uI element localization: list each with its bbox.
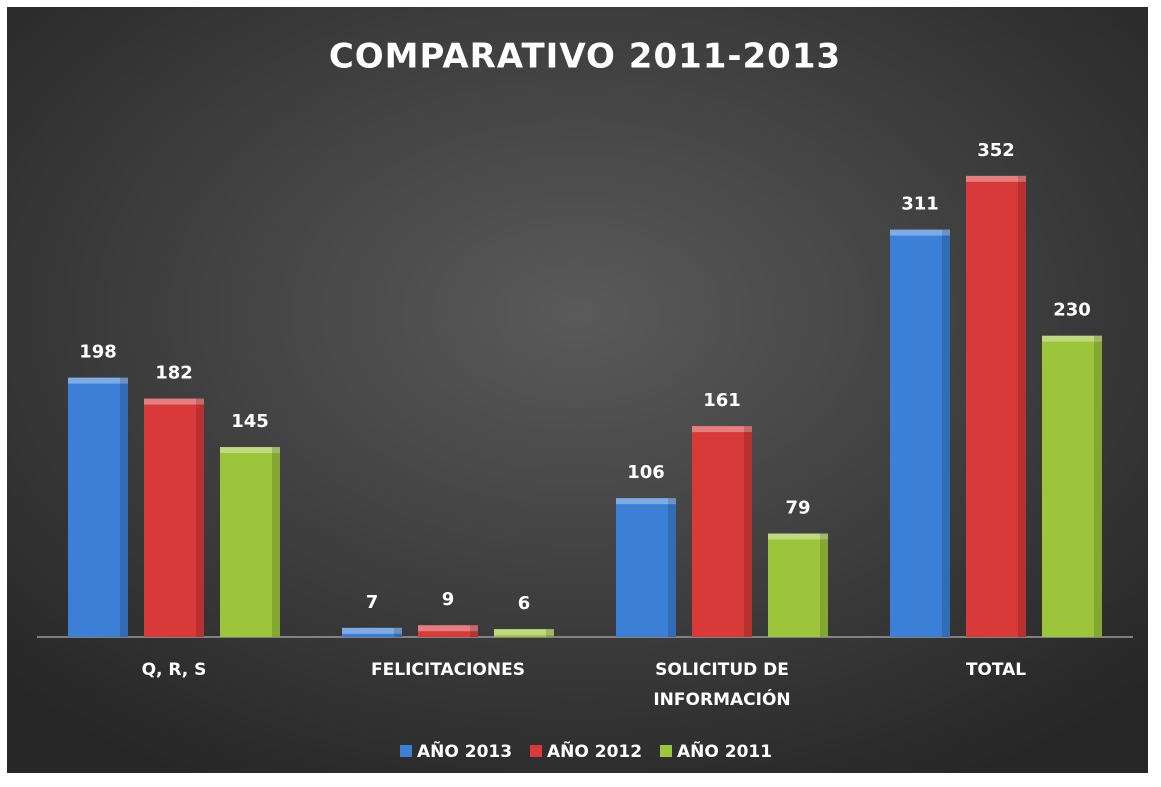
bar — [68, 377, 128, 637]
bar — [768, 533, 828, 637]
data-label: 311 — [901, 194, 939, 215]
bar — [220, 447, 280, 637]
data-label: 9 — [442, 589, 455, 610]
bar — [494, 629, 554, 637]
data-label: 182 — [155, 363, 193, 384]
legend-swatch — [530, 745, 542, 757]
bar-shade — [692, 426, 752, 433]
data-label: 198 — [79, 342, 117, 363]
x-tick-line: Q, R, S — [142, 660, 207, 680]
legend-swatch — [660, 745, 672, 757]
x-tick-label: SOLICITUD DE INFORMACIÓN — [653, 660, 790, 710]
data-label: 6 — [518, 593, 531, 614]
bar-side — [470, 625, 478, 637]
legend-label: AÑO 2011 — [677, 739, 772, 762]
bar — [418, 625, 478, 637]
data-label: 161 — [703, 390, 741, 411]
legend-swatch — [400, 745, 412, 757]
data-label: 79 — [785, 498, 810, 519]
bar — [966, 175, 1026, 637]
bar-side — [942, 229, 950, 637]
bar-shade — [342, 627, 402, 634]
bar-side — [1094, 335, 1102, 637]
x-tick-line: SOLICITUD DE — [655, 660, 789, 680]
data-label: 106 — [627, 462, 665, 483]
bar-shade — [1042, 335, 1102, 342]
bar — [692, 426, 752, 637]
bar-shade — [68, 377, 128, 384]
plot-background — [7, 7, 1148, 773]
bar-shade — [966, 175, 1026, 182]
bar — [144, 398, 204, 637]
bar-side — [272, 447, 280, 637]
data-label: 145 — [231, 411, 269, 432]
bar-side — [546, 629, 554, 637]
bar-shade — [890, 229, 950, 236]
bar-side — [196, 398, 204, 637]
data-label: 230 — [1053, 300, 1091, 321]
bar-shade — [616, 498, 676, 505]
data-label: 352 — [977, 140, 1015, 161]
bar-side — [394, 627, 402, 637]
x-tick-label: Q, R, S — [142, 660, 207, 680]
bar-shade — [220, 447, 280, 454]
bar-side — [668, 498, 676, 637]
bar-shade — [494, 629, 554, 636]
x-tick-line: TOTAL — [966, 660, 1026, 680]
bar-shade — [768, 533, 828, 540]
bar-side — [744, 426, 752, 637]
bar-shade — [418, 625, 478, 632]
legend-label: AÑO 2012 — [547, 739, 642, 762]
bar — [342, 627, 402, 637]
bar — [1042, 335, 1102, 637]
bar-side — [820, 533, 828, 637]
bar — [616, 498, 676, 637]
bar-shade — [144, 398, 204, 405]
bar — [890, 229, 950, 637]
x-tick-line: FELICITACIONES — [371, 660, 525, 680]
x-tick-line: INFORMACIÓN — [653, 688, 790, 710]
x-tick-label: FELICITACIONES — [371, 660, 525, 680]
legend-label: AÑO 2013 — [417, 739, 512, 762]
data-label: 7 — [366, 592, 379, 613]
bar-side — [120, 377, 128, 637]
chart-title: COMPARATIVO 2011-2013 — [329, 37, 841, 77]
bar-side — [1018, 175, 1026, 637]
x-tick-label: TOTAL — [966, 660, 1026, 680]
